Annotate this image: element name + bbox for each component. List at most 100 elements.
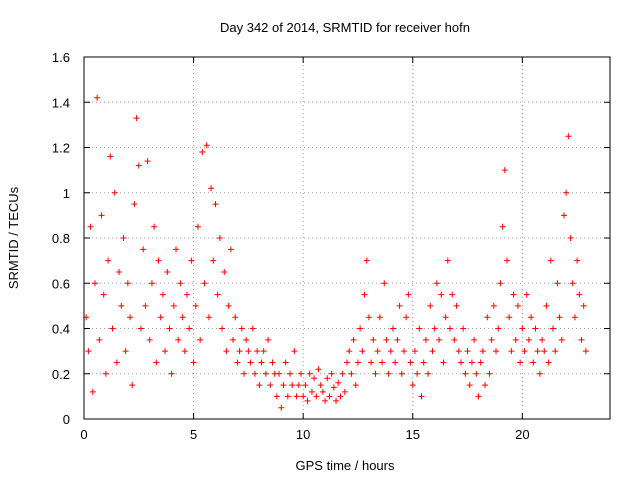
data-point	[140, 246, 147, 253]
data-point	[135, 162, 142, 169]
y-axis-label: SRMTID / TECUs	[6, 186, 21, 289]
data-point	[547, 257, 554, 264]
data-point	[155, 257, 162, 264]
data-point	[427, 302, 434, 309]
data-point	[571, 314, 578, 321]
data-point	[582, 348, 589, 355]
data-point	[477, 359, 484, 366]
data-point	[333, 397, 340, 404]
y-tick-label: 1.6	[52, 50, 70, 65]
data-point	[447, 325, 454, 332]
data-point	[131, 201, 138, 208]
data-point	[350, 336, 357, 343]
data-point	[460, 325, 467, 332]
data-point	[543, 302, 550, 309]
data-point	[151, 223, 158, 230]
data-point	[214, 291, 221, 298]
data-point	[113, 359, 120, 366]
y-tick-label: 0.8	[52, 231, 70, 246]
data-point	[368, 359, 375, 366]
grid-layer	[84, 57, 610, 419]
data-point	[523, 291, 530, 298]
data-point	[521, 348, 528, 355]
data-point	[525, 336, 532, 343]
data-point	[265, 336, 272, 343]
data-point	[179, 314, 186, 321]
data-point	[422, 336, 429, 343]
data-point	[558, 336, 565, 343]
data-point	[295, 382, 302, 389]
data-point	[379, 359, 386, 366]
data-point	[291, 348, 298, 355]
data-point	[120, 235, 127, 241]
data-point	[403, 314, 410, 321]
y-tick-label: 0.6	[52, 276, 70, 291]
data-point	[517, 359, 524, 366]
data-point	[359, 348, 366, 355]
data-point	[278, 404, 285, 411]
data-point	[227, 246, 234, 253]
y-tick-label: 1	[63, 186, 70, 201]
data-point	[510, 291, 517, 298]
data-point	[563, 189, 570, 196]
data-point	[319, 388, 326, 395]
data-point	[479, 348, 486, 355]
data-point	[236, 348, 243, 355]
data-point	[297, 370, 304, 377]
data-point	[153, 359, 160, 366]
data-point	[381, 280, 388, 287]
data-point	[560, 212, 567, 219]
data-point	[471, 336, 478, 343]
data-point	[486, 370, 493, 377]
data-point	[539, 336, 546, 343]
data-point	[495, 325, 502, 332]
data-point	[240, 370, 247, 377]
data-point	[287, 370, 294, 377]
data-point	[188, 257, 195, 264]
data-point	[550, 325, 557, 332]
data-point	[166, 325, 173, 332]
data-point	[197, 336, 204, 343]
points-layer	[83, 94, 589, 411]
data-point	[442, 314, 449, 321]
data-point	[344, 359, 350, 366]
data-point	[280, 382, 287, 389]
data-point	[455, 348, 462, 355]
data-point	[96, 336, 103, 343]
data-point	[124, 280, 131, 287]
data-point	[201, 280, 208, 287]
data-point	[357, 325, 364, 332]
data-point	[576, 291, 583, 298]
data-point	[203, 142, 210, 149]
data-point	[245, 348, 252, 355]
data-point	[475, 393, 482, 400]
data-point	[118, 302, 125, 309]
data-point	[396, 302, 403, 309]
data-point	[556, 314, 563, 321]
data-point	[385, 370, 392, 377]
data-point	[348, 370, 355, 377]
data-point	[322, 397, 329, 404]
data-point	[530, 359, 537, 366]
data-point	[453, 302, 460, 309]
x-axis-label: GPS time / hours	[296, 458, 395, 473]
data-point	[374, 348, 381, 355]
data-point	[405, 291, 412, 298]
data-point	[484, 314, 491, 321]
data-point	[269, 359, 276, 366]
data-point	[122, 348, 129, 355]
data-point	[105, 257, 112, 264]
data-point	[528, 314, 535, 321]
data-point	[109, 325, 116, 332]
data-point	[175, 336, 182, 343]
data-point	[162, 348, 169, 355]
y-tick-label: 1.2	[52, 141, 70, 156]
data-point	[186, 325, 193, 332]
data-point	[238, 325, 245, 332]
data-point	[341, 388, 348, 395]
data-point	[508, 348, 515, 355]
data-point	[431, 325, 438, 332]
data-point	[317, 382, 324, 389]
data-point	[554, 280, 561, 287]
data-point	[409, 382, 416, 389]
